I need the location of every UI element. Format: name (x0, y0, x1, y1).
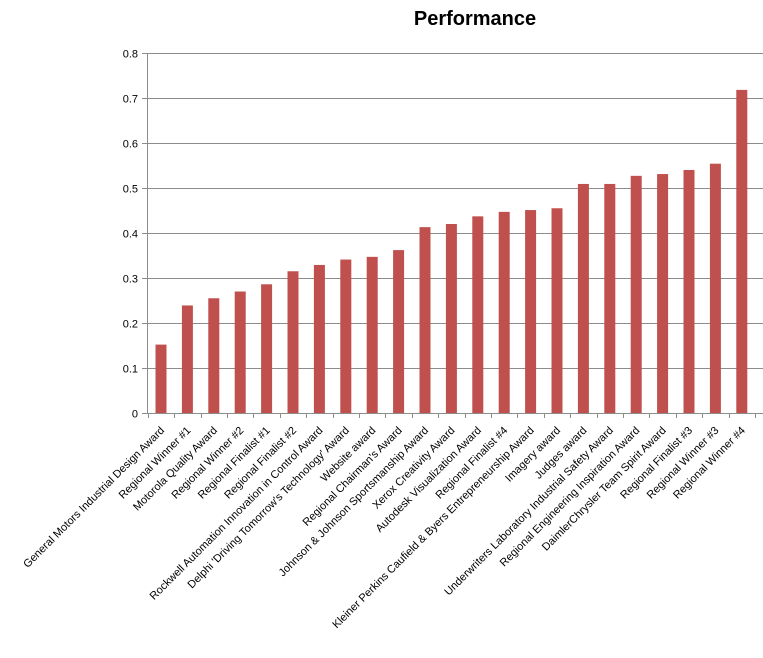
bar (683, 170, 695, 413)
bar (234, 291, 246, 413)
bar (577, 183, 589, 413)
y-tick-label: 0 (132, 409, 138, 421)
bar (630, 175, 642, 413)
y-tick-label: 0.1 (123, 364, 138, 376)
bar (261, 284, 273, 413)
bar (393, 250, 405, 413)
bar (736, 89, 748, 414)
y-tick-label: 0.3 (123, 274, 138, 286)
bar (525, 210, 537, 413)
bar (208, 298, 220, 413)
y-tick-label: 0.6 (123, 139, 138, 151)
bar (366, 256, 378, 413)
y-tick-label: 0.4 (123, 229, 138, 241)
y-tick-label: 0.5 (123, 184, 138, 196)
bar (604, 183, 616, 413)
bar (498, 211, 510, 413)
bar (340, 259, 352, 413)
y-tick-label: 0.2 (123, 319, 138, 331)
y-tick-label: 0.8 (123, 49, 138, 61)
bar (181, 305, 193, 413)
chart-title: Performance (413, 8, 537, 30)
bar (445, 224, 457, 413)
bar (313, 264, 325, 413)
bar (419, 227, 431, 413)
bar (287, 271, 299, 413)
bar (472, 216, 484, 413)
bar (657, 174, 669, 413)
bar (709, 163, 721, 413)
bar (551, 208, 563, 413)
y-tick-label: 0.7 (123, 94, 138, 106)
bar (155, 344, 167, 413)
